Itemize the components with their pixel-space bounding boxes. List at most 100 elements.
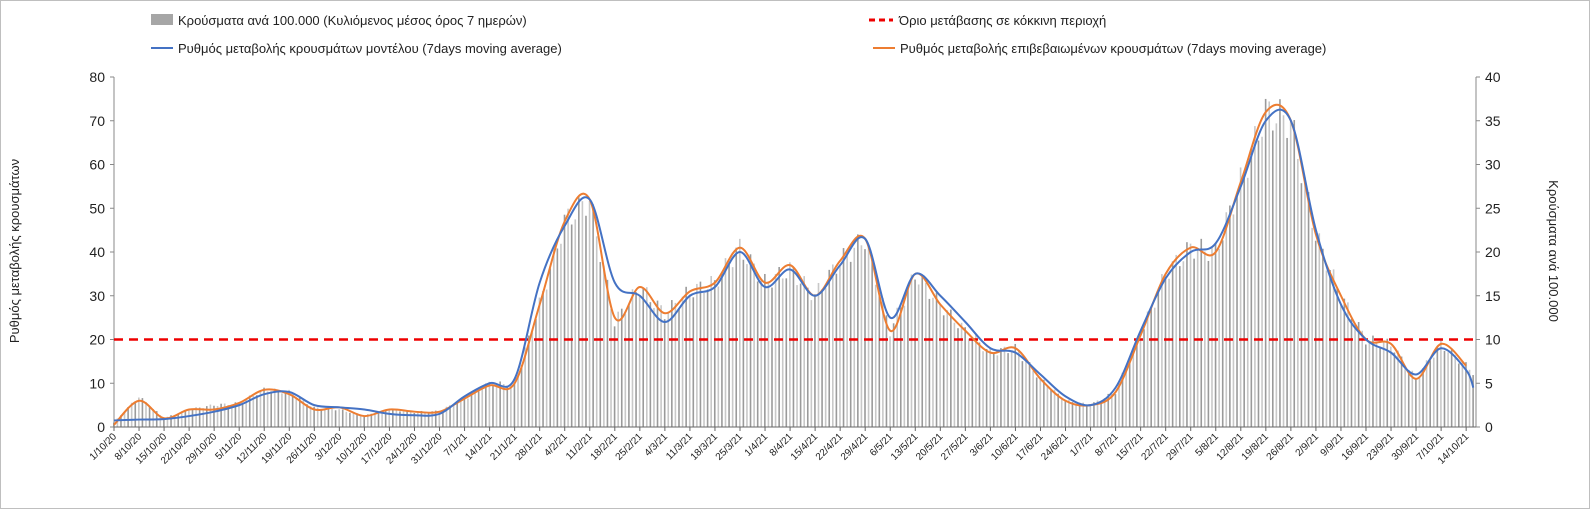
bar	[760, 279, 763, 427]
bar	[477, 391, 480, 427]
bar	[610, 309, 612, 427]
bar	[1068, 399, 1070, 427]
bar	[320, 409, 323, 427]
bar	[1336, 288, 1338, 427]
y2-tick-label: 20	[1485, 244, 1501, 260]
bar	[1450, 349, 1453, 427]
bar	[932, 297, 934, 427]
bar	[613, 326, 616, 427]
bar	[710, 276, 712, 427]
bar	[1422, 368, 1424, 427]
bar	[1189, 243, 1192, 427]
bar	[159, 415, 162, 427]
bar	[628, 303, 630, 427]
bar	[756, 281, 759, 427]
bar	[1175, 254, 1178, 427]
bar	[1164, 276, 1167, 427]
y2-tick-label: 25	[1485, 200, 1501, 216]
bar	[1161, 274, 1163, 427]
bar	[1404, 367, 1406, 427]
bar	[256, 395, 258, 427]
bar	[839, 265, 841, 427]
x-tick-label: 27/5/21	[939, 431, 971, 463]
bar	[595, 236, 598, 427]
bar	[1111, 393, 1113, 427]
bar	[792, 268, 795, 427]
bar	[202, 408, 205, 427]
bar	[248, 395, 251, 427]
bar	[313, 406, 315, 427]
bar	[581, 201, 584, 427]
bar	[603, 265, 605, 427]
bar	[1035, 377, 1038, 427]
y2-tick-label: 10	[1485, 332, 1501, 348]
bar	[1468, 369, 1471, 427]
bar	[771, 287, 773, 427]
bar	[227, 405, 230, 427]
bar	[352, 412, 355, 427]
bar	[939, 304, 941, 427]
bar	[878, 296, 881, 427]
bar	[563, 214, 566, 427]
bar	[209, 404, 212, 427]
bar	[660, 305, 662, 427]
bar	[1329, 270, 1331, 427]
y2-tick-label: 40	[1485, 69, 1501, 85]
bar	[789, 262, 791, 427]
bar	[953, 322, 956, 427]
bar	[685, 286, 687, 427]
bar	[1007, 353, 1009, 427]
bar	[1053, 389, 1056, 427]
bar	[431, 411, 433, 427]
y-tick-label: 70	[89, 113, 105, 129]
bar	[413, 413, 416, 427]
bar	[1432, 357, 1435, 427]
y2-tick-label: 5	[1485, 375, 1493, 391]
bar	[1250, 147, 1253, 427]
y-tick-label: 0	[97, 419, 105, 435]
bar	[270, 391, 272, 427]
bar	[463, 399, 466, 427]
bar	[599, 262, 602, 427]
bar	[220, 403, 222, 427]
bar	[1347, 302, 1349, 427]
bar	[832, 264, 834, 427]
bar	[363, 415, 365, 427]
bar	[188, 410, 190, 427]
bar	[606, 279, 609, 427]
bar	[266, 391, 269, 427]
bar	[671, 300, 673, 427]
bar	[592, 204, 594, 427]
bar	[381, 410, 383, 427]
bar	[857, 234, 859, 427]
y-tick-label: 20	[89, 332, 105, 348]
bar	[914, 279, 916, 427]
bar	[1454, 355, 1457, 427]
bar	[1465, 362, 1467, 427]
bar	[1236, 195, 1238, 427]
bar	[1354, 324, 1356, 427]
bar	[885, 315, 888, 427]
bar	[1150, 307, 1152, 427]
bar	[1386, 338, 1389, 427]
bar	[1261, 136, 1263, 427]
bar	[846, 252, 848, 427]
bar	[1225, 212, 1228, 427]
bar	[653, 307, 655, 427]
x-tick-label: 2/9/21	[1294, 431, 1322, 459]
bar	[1093, 402, 1095, 427]
bar	[1411, 370, 1414, 427]
bar	[1153, 307, 1156, 427]
x-tick-label: 26/8/21	[1265, 431, 1297, 463]
bar	[1043, 379, 1045, 427]
bar	[1071, 402, 1074, 427]
bar	[663, 319, 666, 427]
bar	[1057, 393, 1059, 427]
bar	[806, 287, 809, 427]
bar	[1425, 360, 1428, 427]
bar	[1146, 311, 1149, 427]
bar	[656, 300, 659, 427]
bar	[1246, 177, 1249, 427]
bar	[674, 302, 677, 427]
bar	[524, 347, 526, 427]
